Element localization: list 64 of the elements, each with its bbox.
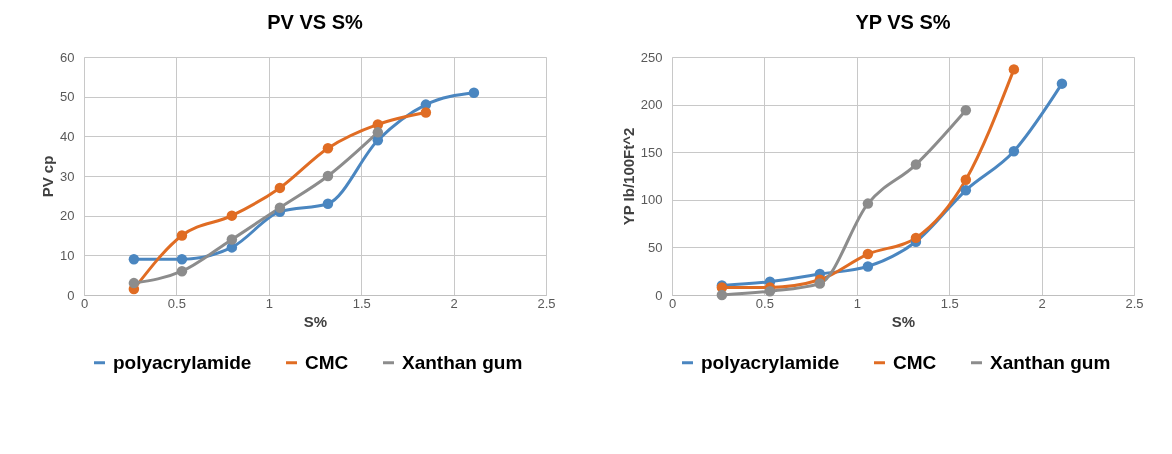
point — [716, 289, 728, 301]
x-tick-label: 2 — [450, 295, 458, 311]
x-tick-label: 0.5 — [167, 295, 186, 311]
point — [1056, 78, 1068, 89]
point — [274, 182, 286, 194]
point — [814, 278, 826, 289]
x-tick-label: 1 — [853, 295, 861, 311]
chart-title: PV VS S% — [267, 11, 364, 33]
y-tick-label: 20 — [60, 208, 75, 224]
point — [1008, 146, 1020, 157]
y-tick-label: 100 — [640, 192, 663, 208]
legend-label: CMC — [305, 351, 349, 373]
x-tick-label: 1.5 — [352, 295, 371, 311]
x-tick-label: 2.5 — [537, 295, 556, 311]
y-tick-label: 50 — [60, 89, 75, 105]
legend-label: Xanthan gum — [402, 351, 523, 373]
y-tick-label: 60 — [60, 49, 75, 65]
point — [910, 159, 922, 170]
point — [128, 277, 140, 289]
point — [128, 254, 140, 265]
y-tick-label: 150 — [640, 144, 663, 160]
x-axis-title: S% — [303, 312, 328, 330]
x-tick-label: 2 — [1038, 295, 1046, 311]
legend-label: Xanthan gum — [990, 351, 1111, 373]
point — [468, 87, 480, 98]
y-axis-title: YP Ib/100Ft^2 — [619, 127, 637, 226]
x-tick-label: 0 — [80, 295, 89, 311]
point — [322, 143, 334, 154]
point — [862, 248, 874, 260]
point — [176, 265, 188, 277]
point — [176, 230, 188, 241]
point — [372, 127, 384, 138]
point — [960, 105, 972, 116]
point — [420, 107, 432, 118]
point — [862, 198, 874, 209]
point — [226, 234, 238, 245]
x-tick-label: 1 — [265, 295, 273, 311]
y-tick-label: 50 — [648, 239, 663, 255]
y-tick-label: 10 — [60, 247, 75, 263]
point — [764, 285, 776, 297]
chart-title: YP VS S% — [855, 11, 951, 33]
x-tick-label: 0.5 — [755, 295, 774, 311]
legend-label: polyacrylamide — [113, 351, 252, 373]
point — [1008, 64, 1020, 75]
point — [274, 202, 286, 213]
x-tick-label: 1.5 — [940, 295, 959, 311]
point — [960, 185, 972, 196]
y-tick-label: 40 — [60, 128, 75, 144]
point — [862, 261, 874, 272]
y-axis-title: PV cp — [39, 155, 57, 198]
legend-label: polyacrylamide — [701, 351, 840, 373]
x-axis-title: S% — [891, 312, 916, 330]
y-tick-label: 30 — [60, 168, 75, 184]
point — [960, 174, 972, 186]
x-tick-label: 0 — [668, 295, 677, 311]
y-tick-label: 250 — [640, 49, 663, 65]
y-tick-label: 200 — [640, 97, 663, 113]
point — [176, 254, 188, 265]
point — [910, 232, 922, 244]
legend-label: CMC — [893, 351, 937, 373]
point — [226, 210, 238, 221]
point — [322, 198, 334, 209]
x-tick-label: 2.5 — [1125, 295, 1144, 311]
point — [322, 170, 334, 182]
